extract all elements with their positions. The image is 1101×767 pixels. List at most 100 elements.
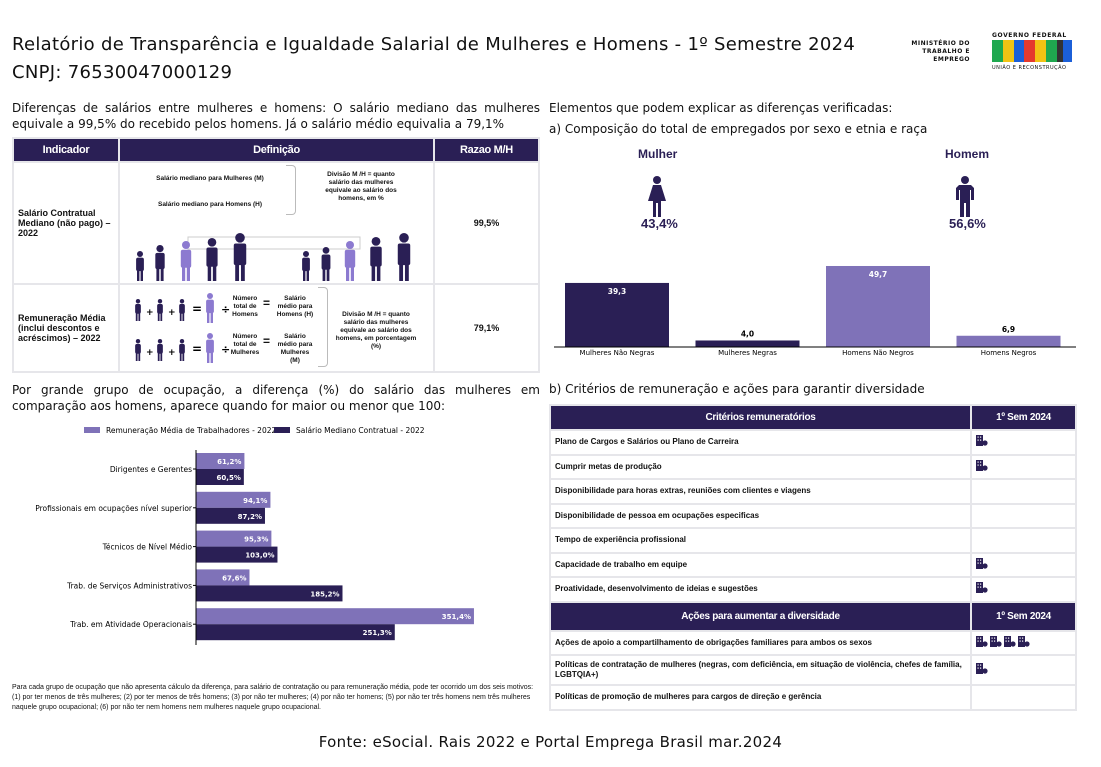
criteria-label: Proatividade, desenvolvimento de ideias … xyxy=(549,576,972,603)
bar-value-label: 60,5% xyxy=(217,474,241,482)
person-icon xyxy=(206,238,218,281)
criteria-label: Disponibilidade de pessoa em ocupações e… xyxy=(549,502,972,529)
bar-1 xyxy=(695,340,800,347)
col-razao: Razao M/H xyxy=(433,137,540,163)
criteria-row: Tempo de experiência profissional xyxy=(549,527,1077,554)
bar-0-4 xyxy=(196,608,474,625)
legend-label: Remuneração Média de Trabalhadores - 202… xyxy=(106,426,276,435)
person-icon xyxy=(157,339,163,361)
salary-intro: Diferenças de salários entre mulheres e … xyxy=(12,101,540,131)
person-icon xyxy=(179,299,185,321)
definition-average: + + = ÷ + + = ÷ Número total de Homens = Salári… xyxy=(118,283,435,373)
plus-sign: + xyxy=(168,308,176,318)
criteria-label: Plano de Cargos e Salários ou Plano de C… xyxy=(549,429,972,456)
person-icon xyxy=(302,251,310,281)
logo: MINISTÉRIO DO TRABALHO E EMPREGO GOVERNO… xyxy=(908,32,1078,74)
criteria-table: Critérios remuneratórios 1º Sem 2024 Plan… xyxy=(549,404,1077,711)
person-icon xyxy=(370,237,382,281)
divide-sign: ÷ xyxy=(221,343,230,356)
status-cell xyxy=(970,576,1077,603)
person-icon xyxy=(233,233,247,281)
indicator-label: Salário Contratual Mediano (não pago) – … xyxy=(12,161,120,285)
bar-2 xyxy=(826,265,930,347)
elements-intro: Elementos que podem explicar as diferenç… xyxy=(549,101,893,115)
actions-header: Ações para aumentar a diversidade 1º Sem … xyxy=(549,600,1077,632)
bar-value-label: 87,2% xyxy=(238,513,262,521)
plus-sign: + xyxy=(168,348,176,358)
avg-men-label: Salário médio para Homens (H) xyxy=(276,295,314,318)
criteria-row: Políticas de promoção de mulheres para c… xyxy=(549,684,1077,711)
person-icon xyxy=(135,299,141,321)
category-label: Trab. de Serviços Administrativos xyxy=(66,581,192,590)
logo-brasil xyxy=(992,40,1073,62)
table-row: Remuneração Média (inclui descontos e ac… xyxy=(12,283,540,373)
bar-0-2 xyxy=(196,530,272,547)
status-cell xyxy=(970,654,1077,686)
report-title: Relatório de Transparência e Igualdade S… xyxy=(12,31,855,87)
equals-sign: = xyxy=(263,334,271,348)
status-cell xyxy=(970,453,1077,480)
criteria-title: b) Critérios de remuneração e ações para… xyxy=(549,382,925,396)
bar-value-label: 39,3 xyxy=(608,287,627,296)
person-icon xyxy=(155,245,165,281)
criteria-row: Disponibilidade de pessoa em ocupações e… xyxy=(549,502,1077,529)
col-indicador: Indicador xyxy=(12,137,120,163)
criteria-row: Ações de apoio a compartilhamento de obr… xyxy=(549,629,1077,656)
col-definicao: Definição xyxy=(118,137,435,163)
bar-0-1 xyxy=(196,491,271,508)
avg-division-note: Divisão M /H = quanto salário das mulher… xyxy=(335,311,417,350)
criteria-label: Ações de apoio a compartilhamento de obr… xyxy=(549,629,972,656)
criteria-label: Cumprir metas de produção xyxy=(549,453,972,480)
bar-value-label: 251,3% xyxy=(363,629,392,637)
category-label: Profissionais em ocupações nível superio… xyxy=(35,504,193,513)
category-label: Dirigentes e Gerentes xyxy=(110,465,192,474)
bar-3 xyxy=(956,335,1061,347)
person-icon xyxy=(206,333,214,363)
building-icon xyxy=(976,435,988,449)
person-icon xyxy=(136,251,144,281)
person-icon xyxy=(180,241,192,281)
criteria-row: Disponibilidade para horas extras, reuni… xyxy=(549,478,1077,505)
total-men-label: Número total de Homens xyxy=(232,295,258,318)
bar-1-4 xyxy=(196,624,395,641)
ratio-average: 79,1% xyxy=(433,283,540,373)
median-division-note: Divisão M /H = quanto salário das mulher… xyxy=(325,171,397,202)
bar-value-label: 67,6% xyxy=(222,574,246,582)
bar-value-label: 6,9 xyxy=(1002,325,1015,334)
indicator-label: Remuneração Média (inclui descontos e ac… xyxy=(12,283,120,373)
criteria-label: Políticas de contratação de mulheres (ne… xyxy=(549,654,972,686)
status-cell xyxy=(970,629,1077,656)
status-cell xyxy=(970,502,1077,529)
title-text: Relatório de Transparência e Igualdade S… xyxy=(12,34,856,55)
bar-1-3 xyxy=(196,585,343,602)
person-icon xyxy=(344,241,356,281)
median-men-label: Salário mediano para Homens (H) xyxy=(157,201,263,208)
cnpj: CNPJ: 76530047000129 xyxy=(12,62,233,83)
building-icon xyxy=(976,557,988,572)
bar-1-2 xyxy=(196,546,278,563)
status-cell xyxy=(970,684,1077,711)
building-icon xyxy=(976,663,988,677)
equals-sign: = xyxy=(263,296,271,310)
homem-label: Homem xyxy=(945,147,990,161)
category-label: Técnicos de Nível Médio xyxy=(102,543,193,552)
bar-value-label: 95,3% xyxy=(244,536,268,544)
building-icon xyxy=(1004,635,1016,650)
bar-value-label: 4,0 xyxy=(741,329,754,338)
criteria-row: Plano de Cargos e Salários ou Plano de C… xyxy=(549,429,1077,456)
logo-slogan: UNIÃO E RECONSTRUÇÃO xyxy=(992,65,1067,71)
actions-header-label: Ações para aumentar a diversidade xyxy=(549,600,972,632)
composition-bar-chart: 39,3 Mulheres Não Negras 4,0 Mulheres Negra… xyxy=(554,265,1076,357)
bar-value-label: 61,2% xyxy=(217,458,241,466)
person-icon xyxy=(179,339,185,361)
criteria-label: Políticas de promoção de mulheres para c… xyxy=(549,684,972,711)
category-label: Mulheres Negras xyxy=(718,349,777,357)
logo-gov: GOVERNO FEDERAL xyxy=(992,32,1067,39)
criteria-label: Capacidade de trabalho em equipe xyxy=(549,551,972,578)
category-label: Trab. em Atividade Operacionais xyxy=(69,620,192,629)
occupation-intro: Por grande grupo de ocupação, a diferenç… xyxy=(12,383,540,413)
indicator-table: Indicador Definição Razao M/H Salário Cont… xyxy=(12,137,540,373)
legend-swatch xyxy=(274,427,290,433)
criteria-header: Critérios remuneratórios 1º Sem 2024 xyxy=(549,404,1077,431)
mulher-percent: 43,4% xyxy=(641,216,678,231)
